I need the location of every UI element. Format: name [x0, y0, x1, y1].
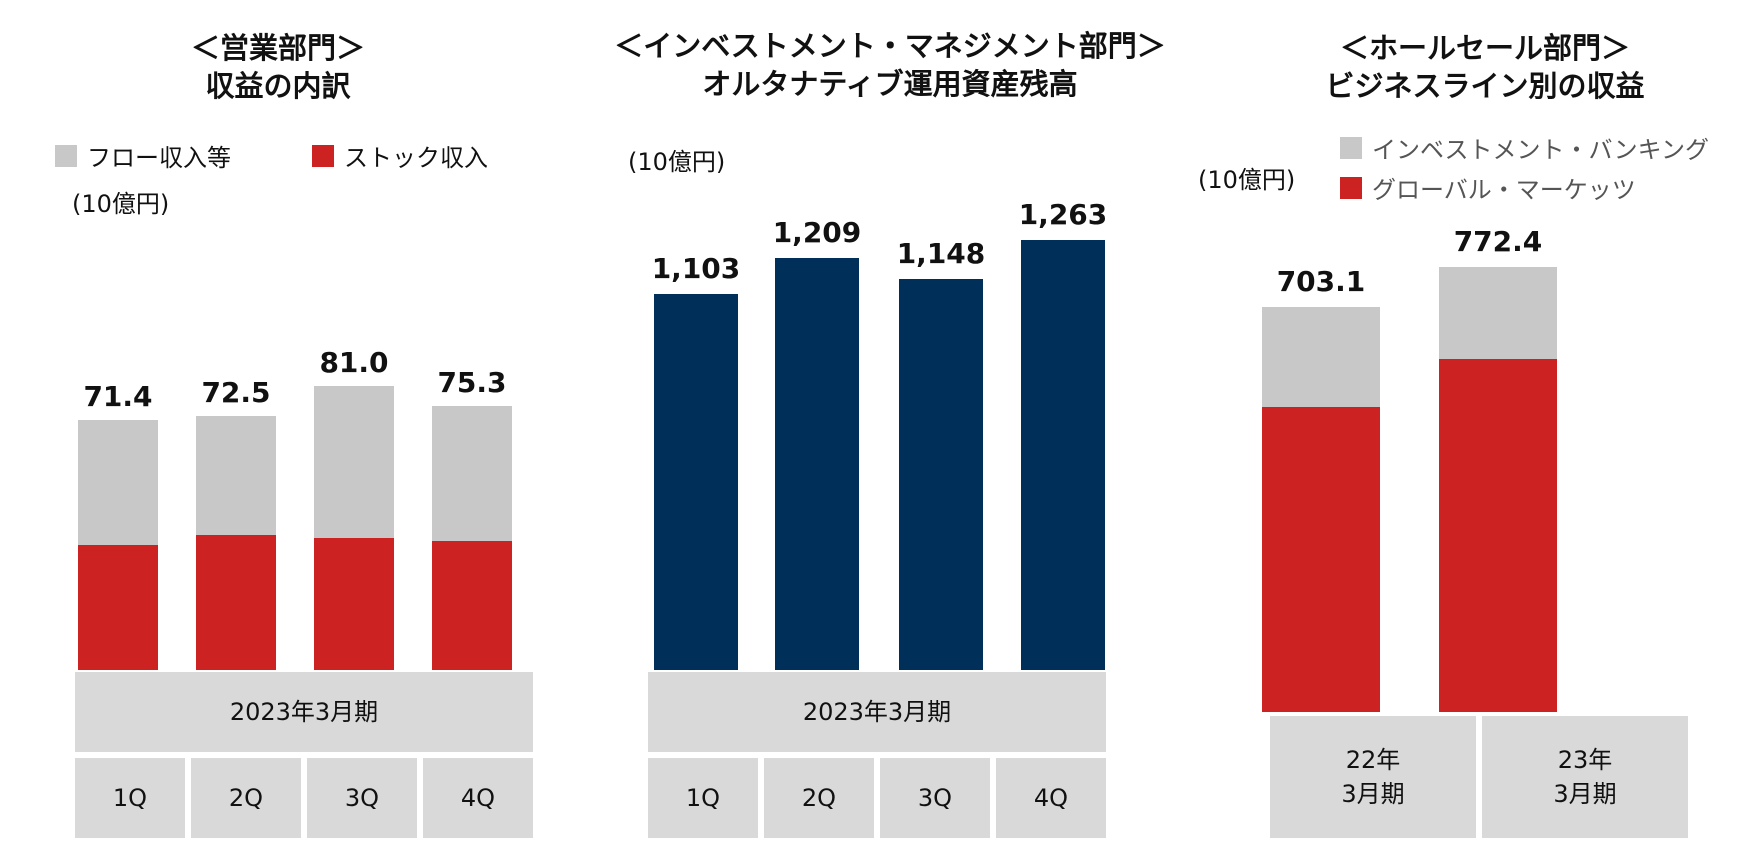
bar-stock-1Q: [78, 544, 158, 670]
category-cell-1: 23年 3月期: [1482, 716, 1688, 838]
chart-title-line2: 収益の内訳: [205, 69, 351, 103]
chart-title-line1: ＜営業部門＞: [190, 31, 365, 65]
period-cell: 2023年3月期: [75, 672, 533, 752]
bar-global-markets-1: [1439, 359, 1557, 712]
bar-flow-2Q: [196, 415, 276, 536]
data-label-0: 703.1: [1276, 264, 1366, 298]
chart-title-line2: ビジネスライン別の収益: [1325, 69, 1645, 103]
unit-label: (10億円): [1198, 166, 1296, 194]
bar-stock-2Q: [196, 535, 276, 670]
data-label-3Q: 1,148: [896, 237, 986, 271]
legend-swatch-global-markets: [1340, 176, 1362, 199]
data-label-3Q: 81.0: [319, 346, 389, 379]
category-label-line: 23年: [1557, 746, 1613, 774]
data-label-1: 772.4: [1453, 225, 1543, 258]
unit-label: (10億円): [72, 190, 170, 218]
bar-3Q: [899, 279, 983, 670]
legend-item-investment-banking: インベストメント・バンキング: [1340, 130, 1709, 165]
data-label-1Q: 1,103: [651, 252, 741, 286]
category-cell-3Q: 3Q: [307, 758, 417, 838]
bar-flow-1Q: [78, 419, 158, 545]
legend-label-flow: フロー収入等: [87, 144, 231, 172]
bar-4Q: [1021, 240, 1105, 670]
legend-swatch-stock: [312, 144, 334, 167]
bar-global-markets-0: [1262, 406, 1380, 712]
bar-investment-banking-0: [1262, 306, 1380, 407]
legend-label-global-markets: グローバル・マーケッツ: [1372, 176, 1636, 204]
data-label-4Q: 1,263: [1018, 198, 1108, 231]
bar-1Q: [654, 294, 738, 670]
chart-title-line1: ＜ホールセール部門＞: [1339, 31, 1630, 65]
category-cell-4Q: 4Q: [996, 758, 1106, 838]
legend-item-stock: ストック収入: [312, 138, 488, 173]
chart-title-line2: オルタナティブ運用資産残高: [702, 67, 1078, 101]
category-label-line: 3月期: [1341, 780, 1405, 808]
chart-title-line1: ＜インベストメント・マネジメント部門＞: [614, 29, 1166, 63]
sales-panel: ＜営業部門＞ 収益の内訳 フロー収入等 ストック収入 (10億円) 71.4 72…: [0, 0, 560, 847]
data-label-1Q: 71.4: [83, 379, 153, 413]
bar-flow-3Q: [314, 386, 394, 539]
bar-stock-3Q: [314, 538, 394, 670]
category-cell-1Q: 1Q: [648, 758, 758, 838]
legend-swatch-flow: [55, 144, 77, 167]
category-cell-0: 22年 3月期: [1270, 716, 1476, 838]
data-label-4Q: 75.3: [437, 365, 507, 399]
category-cell-2Q: 2Q: [191, 758, 301, 838]
legend-swatch-investment-banking: [1340, 136, 1362, 159]
legend-label-investment-banking: インベストメント・バンキング: [1372, 136, 1709, 164]
period-cell: 2023年3月期: [648, 672, 1106, 752]
legend-label-stock: ストック収入: [344, 144, 488, 172]
bar-stock-4Q: [432, 540, 512, 670]
category-cell-3Q: 3Q: [880, 758, 990, 838]
unit-label: (10億円): [628, 148, 726, 176]
category-cell-2Q: 2Q: [764, 758, 874, 838]
bar-2Q: [775, 258, 859, 670]
data-label-2Q: 72.5: [201, 375, 271, 409]
category-cell-4Q: 4Q: [423, 758, 533, 838]
data-label-2Q: 1,209: [772, 216, 862, 250]
legend-item-global-markets: グローバル・マーケッツ: [1340, 170, 1636, 205]
category-label-line: 22年: [1345, 746, 1401, 774]
bar-flow-4Q: [432, 405, 512, 541]
category-cell-1Q: 1Q: [75, 758, 185, 838]
bar-investment-banking-1: [1439, 267, 1557, 360]
investment-panel: ＜インベストメント・マネジメント部門＞ オルタナティブ運用資産残高 (10億円)…: [614, 29, 1166, 838]
category-label-line: 3月期: [1553, 780, 1617, 808]
legend-item-flow: フロー収入等: [55, 138, 231, 173]
